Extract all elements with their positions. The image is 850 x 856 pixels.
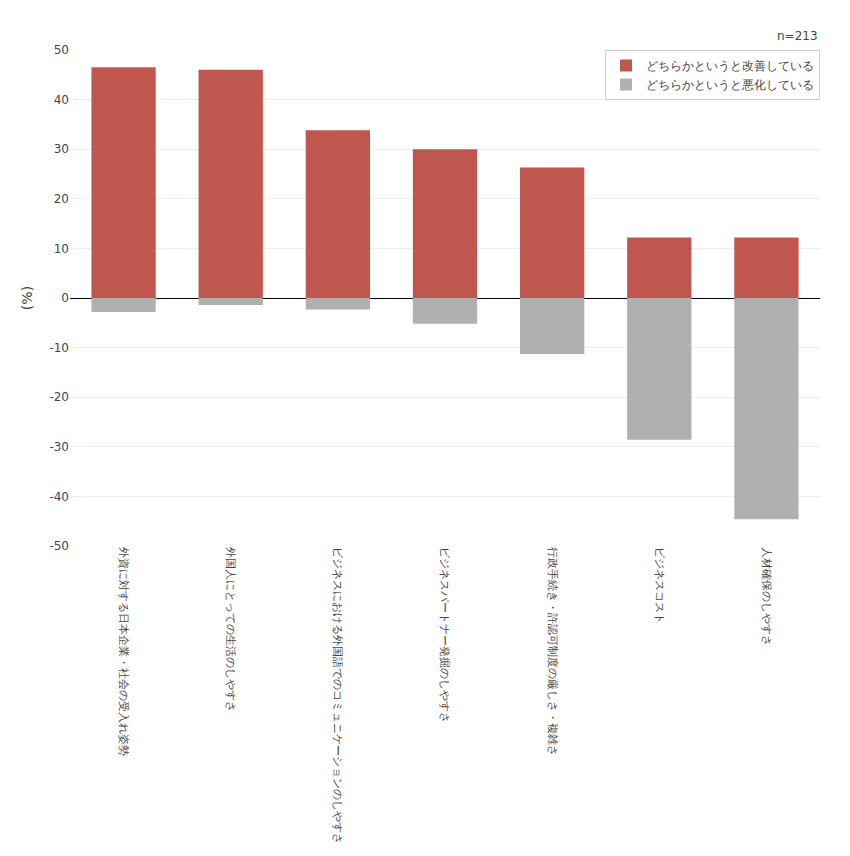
svg-text:40: 40 bbox=[54, 93, 69, 107]
svg-text:-10: -10 bbox=[49, 341, 69, 355]
svg-text:20: 20 bbox=[54, 192, 69, 206]
svg-text:30: 30 bbox=[54, 142, 69, 156]
svg-text:ビジネスパートナー発掘のしやすさ: ビジネスパートナー発掘のしやすさ bbox=[438, 547, 451, 723]
svg-text:ビジネスにおける外国語でのコミュニケーションのしやすさ: ビジネスにおける外国語でのコミュニケーションのしやすさ bbox=[331, 547, 344, 844]
svg-text:-20: -20 bbox=[49, 390, 69, 404]
svg-text:10: 10 bbox=[54, 242, 69, 256]
svg-text:人材確保のしやすさ: 人材確保のしやすさ bbox=[760, 547, 773, 646]
svg-text:n=213: n=213 bbox=[777, 29, 818, 43]
svg-text:-50: -50 bbox=[49, 539, 69, 553]
svg-text:50: 50 bbox=[54, 43, 69, 57]
svg-text:外国人にとっての生活のしやすさ: 外国人にとっての生活のしやすさ bbox=[224, 547, 237, 712]
svg-text:行政手続き・許認可制度の厳しさ・複雑さ: 行政手続き・許認可制度の厳しさ・複雑さ bbox=[546, 547, 559, 756]
svg-text:どちらかというと改善している: どちらかというと改善している bbox=[646, 59, 814, 73]
svg-text:(%): (%) bbox=[19, 286, 35, 310]
svg-text:0: 0 bbox=[61, 291, 69, 305]
svg-text:外資に対する日本企業・社会の受入れ姿勢: 外資に対する日本企業・社会の受入れ姿勢 bbox=[117, 547, 130, 756]
svg-text:どちらかというと悪化している: どちらかというと悪化している bbox=[646, 78, 814, 92]
svg-text:ビジネスコスト: ビジネスコスト bbox=[653, 547, 666, 624]
svg-text:-40: -40 bbox=[49, 490, 69, 504]
svg-text:-30: -30 bbox=[49, 440, 69, 454]
